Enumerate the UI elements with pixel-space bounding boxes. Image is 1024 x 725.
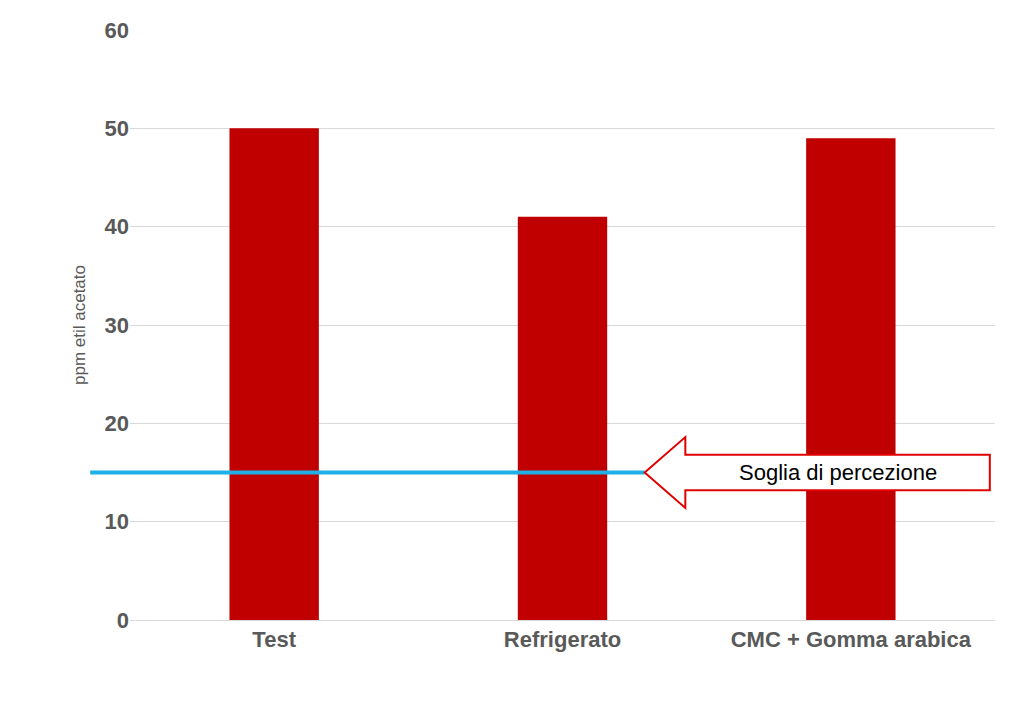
svg-text:Test: Test <box>252 627 296 652</box>
svg-text:ppm etil acetato: ppm etil acetato <box>70 265 89 385</box>
svg-text:60: 60 <box>105 18 129 43</box>
svg-text:20: 20 <box>105 411 129 436</box>
svg-text:CMC + Gomma arabica: CMC + Gomma arabica <box>731 627 972 652</box>
svg-text:0: 0 <box>117 608 129 633</box>
svg-text:Refrigerato: Refrigerato <box>504 627 621 652</box>
svg-text:Soglia di percezione: Soglia di percezione <box>739 460 937 485</box>
svg-text:40: 40 <box>105 214 129 239</box>
svg-text:30: 30 <box>105 313 129 338</box>
svg-text:50: 50 <box>105 116 129 141</box>
svg-text:10: 10 <box>105 509 129 534</box>
